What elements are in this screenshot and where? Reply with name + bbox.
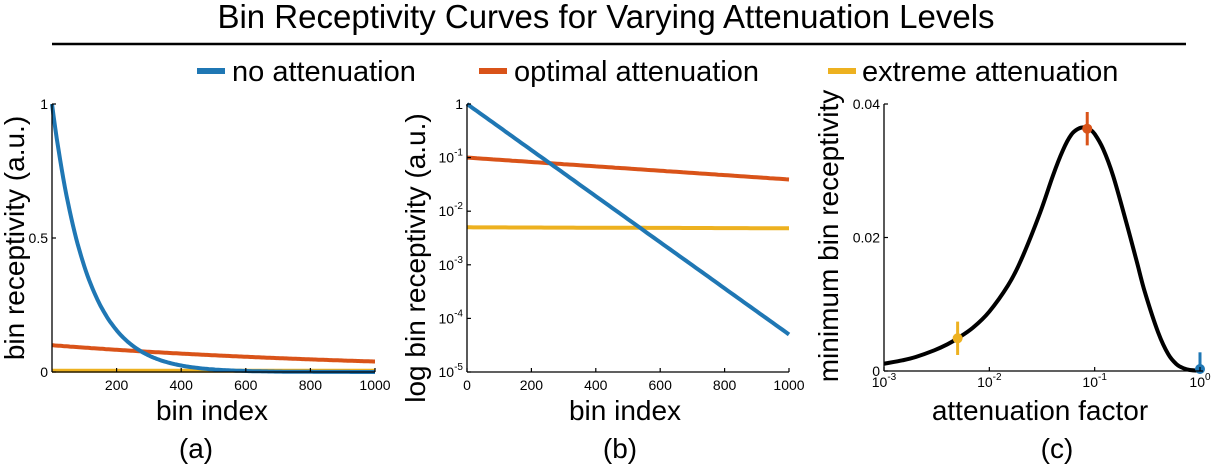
- panel-a-label: (a): [179, 433, 213, 464]
- panel-b-line-no-attenuation: [465, 102, 791, 337]
- panel-a-curves: [50, 103, 376, 374]
- panel-a-x-tick-label: 800: [299, 377, 323, 393]
- panel-a-x-tick-label: 1000: [359, 377, 390, 393]
- panel-b-line-optimal-attenuation: [466, 155, 790, 182]
- panel-c-curves: [883, 112, 1205, 374]
- panel-b-line-extreme-attenuation: [467, 225, 789, 231]
- panel-b-label: (b): [603, 433, 637, 464]
- panel-b-y-tick-label: 10-1: [439, 148, 464, 166]
- panel-c: 10-3 10-2 10-1 100 0 0.02 0.04 attenuation fac…: [813, 90, 1211, 464]
- panel-b-x-tick-label: 600: [649, 377, 673, 393]
- panel-b-y-tick-label: 1: [455, 96, 463, 112]
- panel-c-x-tick-label: 10-1: [1082, 372, 1107, 390]
- figure-title: Bin Receptivity Curves for Varying Atten…: [217, 0, 994, 35]
- legend-label-extreme-attenuation: extreme attenuation: [862, 56, 1118, 88]
- panel-b-curves: [465, 102, 791, 337]
- panel-c-line-minimum-bin-receptivity: [883, 125, 1201, 373]
- panel-b-x-label: bin index: [569, 395, 681, 426]
- panel-a-y-tick-label: 0: [40, 364, 48, 380]
- panel-b: 0 200 400 600 800 1000 10-5 10-4 10-3 10-2 10-1 1 b…: [400, 96, 805, 464]
- panel-a-line-optimal-attenuation: [51, 343, 376, 364]
- panel-c-label: (c): [1041, 433, 1074, 464]
- panel-b-y-tick-label: 10-4: [439, 308, 464, 326]
- panel-a-y-label: bin receptivity (a.u.): [0, 116, 30, 360]
- panel-c-x-tick-label: 10-3: [872, 372, 897, 390]
- panel-c-y-tick-label: 0: [872, 363, 880, 379]
- panel-c-x-tick-label: 100: [1189, 372, 1211, 390]
- panel-b-x-tick-label: 400: [584, 377, 608, 393]
- panel-b-y-tick-label: 10-2: [439, 201, 464, 219]
- panel-c-marker-optimal-attenuation: [1082, 123, 1093, 134]
- panel-a-x-tick-label: 600: [234, 377, 258, 393]
- panel-a-line-no-attenuation: [50, 103, 376, 374]
- panel-b-ticks: 0 200 400 600 800 1000 10-5 10-4 10-3 10-2 10-1 1: [439, 96, 805, 393]
- panel-c-y-label: minimum bin receptivity: [813, 90, 844, 383]
- panel-c-y-tick-label: 0.04: [853, 96, 880, 112]
- panel-b-x-tick-label: 1000: [773, 377, 804, 393]
- panel-a: 200 400 600 800 1000 0 0.5 1 bin index bin rece…: [0, 96, 391, 464]
- panel-a-y-tick-label: 1: [40, 96, 48, 112]
- panel-c-x-tick-label: 10-2: [977, 372, 1002, 390]
- panel-b-y-tick-label: 10-5: [439, 362, 464, 380]
- panel-b-y-tick-label: 10-3: [439, 255, 464, 273]
- panel-c-marker-extreme-attenuation: [952, 333, 963, 344]
- panel-c-y-tick-label: 0.02: [853, 230, 880, 246]
- panel-a-x-tick-label: 400: [170, 377, 194, 393]
- legend-label-no-attenuation: no attenuation: [232, 56, 416, 88]
- panel-c-x-label: attenuation factor: [932, 395, 1148, 426]
- panel-a-ticks: 200 400 600 800 1000 0 0.5 1: [29, 96, 391, 393]
- legend-label-optimal-attenuation: optimal attenuation: [514, 56, 759, 88]
- legend: no attenuation optimal attenuation extre…: [197, 56, 1118, 88]
- panel-b-x-tick-label: 0: [463, 377, 471, 393]
- panel-c-ticks: 10-3 10-2 10-1 100 0 0.02 0.04: [853, 96, 1211, 390]
- panel-b-x-tick-label: 800: [713, 377, 737, 393]
- panel-a-x-label: bin index: [156, 395, 268, 426]
- panel-b-x-tick-label: 200: [520, 377, 544, 393]
- panel-b-y-label: log bin receptivity (a.u.): [400, 113, 431, 402]
- panel-a-y-tick-label: 0.5: [29, 230, 49, 246]
- panel-a-x-tick-label: 200: [105, 377, 129, 393]
